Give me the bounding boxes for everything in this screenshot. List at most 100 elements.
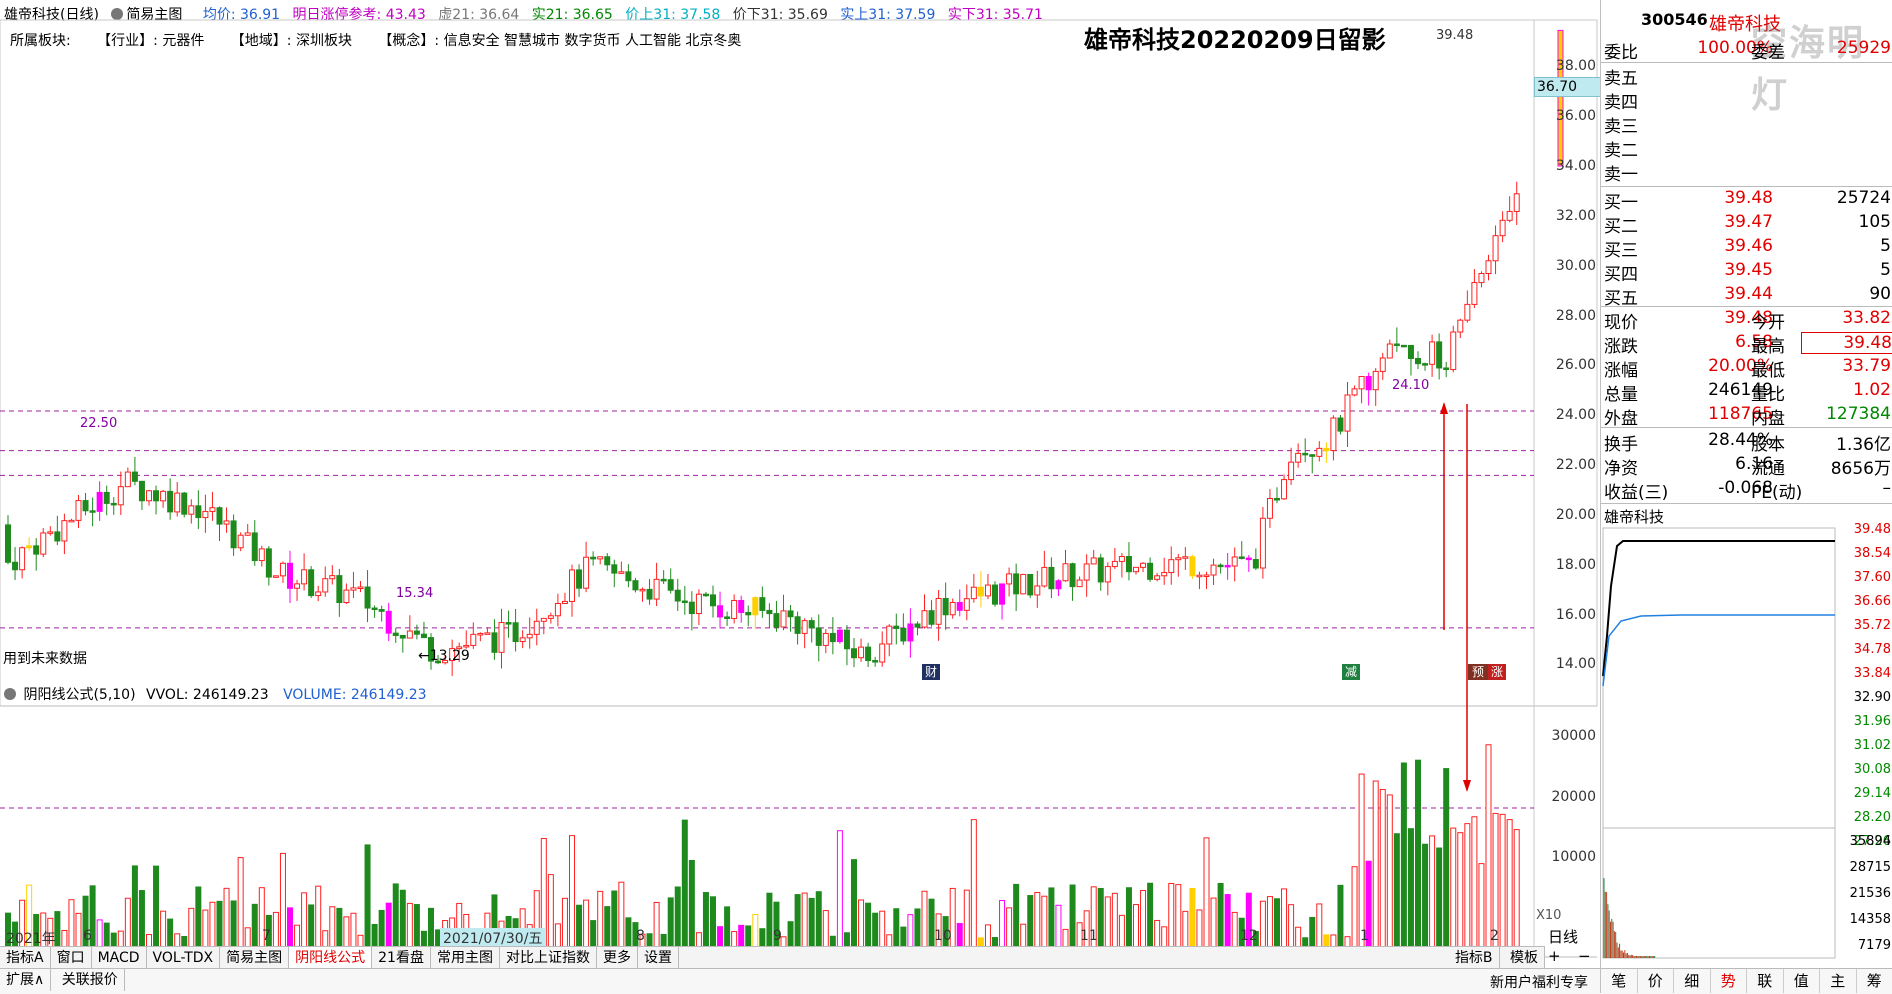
candle-body: [732, 600, 737, 618]
candle-body: [210, 508, 215, 512]
candle-body: [414, 631, 419, 634]
candle-body: [76, 501, 81, 521]
candle-body: [1134, 567, 1139, 571]
right-tab[interactable]: 主: [1820, 969, 1857, 993]
candle-body: [231, 521, 236, 548]
tab-7[interactable]: 常用主图: [431, 947, 500, 969]
tab-2[interactable]: MACD: [92, 947, 147, 969]
tab-9[interactable]: 更多: [597, 947, 638, 969]
tab-3[interactable]: VOL-TDX: [147, 947, 221, 969]
candle-body: [1507, 211, 1512, 220]
expand-button[interactable]: 扩展∧: [0, 969, 51, 991]
stat2-row: 换手28.44%股本1.36亿: [1601, 430, 1892, 454]
bid-row[interactable]: 买一39.4825724: [1601, 188, 1892, 212]
candle-body: [393, 633, 398, 635]
right-tab[interactable]: 筹: [1857, 969, 1892, 993]
zoom-in-button[interactable]: +: [1548, 947, 1561, 965]
ask-label: 卖三: [1604, 112, 1638, 137]
volume-bar: [1373, 781, 1378, 957]
bid-row[interactable]: 买三39.465: [1601, 236, 1892, 260]
candle-body: [1458, 320, 1463, 332]
bid-volume: 5: [1801, 260, 1891, 280]
right-tab[interactable]: 值: [1784, 969, 1821, 993]
bid-row[interactable]: 买四39.455: [1601, 260, 1892, 284]
candle-body: [866, 647, 871, 660]
candle-body: [1056, 581, 1061, 589]
candle-body: [1028, 574, 1033, 594]
candle-body: [111, 503, 116, 505]
intraday-price-tick: 37.60: [1836, 570, 1891, 585]
weicha-label: 委差: [1751, 38, 1785, 63]
tab-indicator-b[interactable]: 指标B: [1449, 947, 1500, 969]
stat-label-2: 最高: [1751, 332, 1785, 357]
candle-body: [252, 533, 257, 561]
right-tab[interactable]: 细: [1674, 969, 1711, 993]
candle-body: [978, 587, 983, 596]
candle-body: [654, 579, 659, 599]
promo-link[interactable]: 新用户福利专享: [1490, 972, 1588, 992]
right-tab[interactable]: 笔: [1601, 969, 1638, 993]
badge-cai[interactable]: 财: [922, 664, 940, 680]
right-tab[interactable]: 势: [1711, 969, 1748, 993]
bid-price: 39.45: [1671, 260, 1773, 280]
ask-label: 卖一: [1604, 160, 1638, 185]
bid-row[interactable]: 买二39.47105: [1601, 212, 1892, 236]
right-tab[interactable]: 价: [1638, 969, 1675, 993]
stat-row: 涨幅20.00%最低33.79: [1601, 356, 1892, 380]
price-tick: 18.00: [1536, 557, 1596, 573]
tab-template[interactable]: 模板: [1504, 947, 1545, 969]
volume-bar: [971, 820, 976, 957]
intraday-price-tick: 28.20: [1836, 810, 1891, 825]
candle-body: [1416, 358, 1421, 363]
tab-10[interactable]: 设置: [638, 947, 679, 969]
candle-body: [280, 563, 285, 576]
mini-chart-title: 雄帝科技: [1604, 506, 1664, 527]
stat2-label: 收益(三): [1604, 478, 1668, 503]
x-tick: 12: [1240, 928, 1258, 944]
volume-tick: 20000: [1536, 789, 1596, 805]
ask-row: 卖三: [1601, 112, 1892, 136]
right-tab-row: 笔价细势联值主筹: [1601, 969, 1892, 993]
period-button[interactable]: 日线: [1548, 926, 1578, 947]
candle-body: [386, 611, 391, 633]
volume-bar: [1444, 769, 1449, 957]
candle-body: [696, 594, 701, 613]
volume-bar: [1465, 824, 1470, 957]
badge-jian[interactable]: 减: [1342, 664, 1360, 680]
bid-row[interactable]: 买五39.4490: [1601, 284, 1892, 308]
candle-body: [1126, 557, 1131, 572]
volume-panel-header: 阴阳线公式(5,10) VVOL: 246149.23 VOLUME: 2461…: [4, 684, 427, 704]
volume-bar: [1394, 834, 1399, 957]
tab-8[interactable]: 对比上证指数: [500, 947, 597, 969]
kline-chart[interactable]: [0, 0, 1600, 993]
badge-zhang[interactable]: 涨: [1488, 664, 1506, 680]
candle-body: [175, 493, 180, 512]
x-tick: 6: [83, 928, 92, 944]
collapse-icon[interactable]: [4, 688, 16, 700]
volume-bar: [682, 820, 687, 957]
candle-body: [682, 601, 687, 603]
candle-body: [689, 602, 694, 613]
right-tab[interactable]: 联: [1747, 969, 1784, 993]
tab-6[interactable]: 21看盘: [372, 947, 431, 969]
candle-body: [1387, 344, 1392, 358]
candle-body: [520, 638, 525, 642]
arrow-head-down: [1463, 780, 1471, 792]
related-quote-button[interactable]: 关联报价: [56, 969, 125, 991]
candle-body: [950, 603, 955, 615]
zoom-out-button[interactable]: −: [1578, 947, 1591, 965]
candle-body: [499, 623, 504, 653]
badge-yu[interactable]: 预: [1468, 664, 1488, 680]
candle-body: [506, 623, 511, 625]
volume-bar: [1472, 817, 1477, 957]
intraday-volume-tick: 21536: [1836, 886, 1891, 901]
tab-4[interactable]: 简易主图: [220, 947, 289, 969]
tab-0[interactable]: 指标A: [0, 947, 51, 969]
volume-bar: [1479, 864, 1484, 957]
candle-body: [541, 618, 546, 621]
tab-5[interactable]: 阴阳线公式: [289, 947, 372, 969]
candle-body: [985, 585, 990, 596]
arrow-head-up: [1440, 402, 1448, 414]
tab-1[interactable]: 窗口: [51, 947, 92, 969]
candle-body: [1430, 342, 1435, 364]
